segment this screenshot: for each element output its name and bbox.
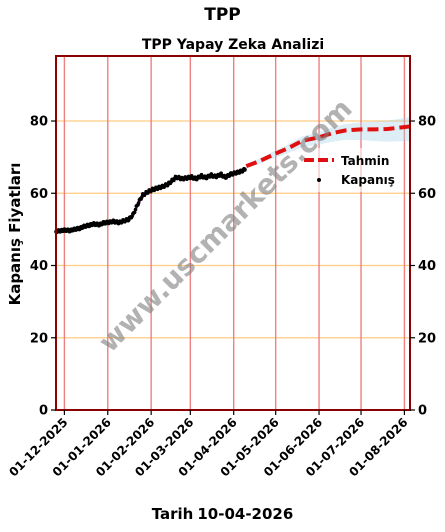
actual-point bbox=[243, 167, 247, 172]
actual-point bbox=[132, 210, 137, 215]
actual-point bbox=[136, 201, 141, 205]
y-tick-label-right: 80 bbox=[418, 115, 436, 130]
chart-title: TPP Yapay Zeka Analizi bbox=[142, 37, 324, 53]
y-tick-label: 20 bbox=[30, 331, 48, 346]
forecast-line bbox=[245, 124, 411, 169]
legend: Tahmin Kapanış bbox=[298, 148, 402, 192]
plot-frame bbox=[55, 55, 411, 411]
footer-date: Tarih 10-04-2026 bbox=[0, 505, 445, 523]
footer-date-value: 10-04-2026 bbox=[197, 505, 294, 523]
chart-suptitle: TPP bbox=[204, 5, 241, 25]
actual-point bbox=[140, 195, 144, 199]
y-axis-label: Kapanış Fiyatları bbox=[6, 163, 24, 306]
y-tick-label-right: 20 bbox=[418, 331, 436, 346]
legend-forecast-label: Tahmin bbox=[341, 154, 389, 168]
y-tick-label: 60 bbox=[30, 187, 48, 202]
y-tick-label-right: 40 bbox=[418, 259, 436, 274]
y-tick-label-right: 60 bbox=[418, 187, 436, 202]
legend-actual-label: Kapanış bbox=[341, 173, 395, 187]
y-tick-label: 80 bbox=[30, 115, 48, 130]
y-tick-label-right: 0 bbox=[418, 404, 427, 419]
legend-actual-swatch bbox=[317, 178, 321, 182]
y-tick-label: 40 bbox=[30, 259, 48, 274]
actual-point bbox=[133, 207, 138, 212]
footer-label: Tarih bbox=[151, 505, 194, 523]
y-tick-label: 0 bbox=[39, 404, 48, 419]
